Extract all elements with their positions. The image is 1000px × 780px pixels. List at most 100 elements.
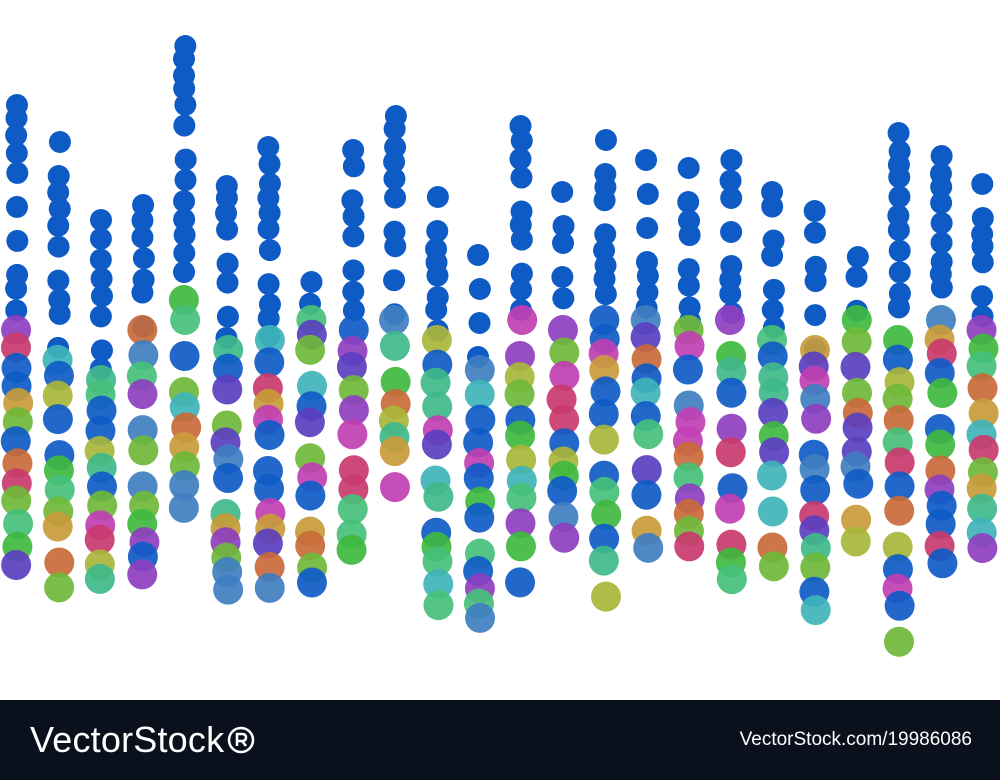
colored-dot [463, 462, 494, 493]
blue-dot [132, 194, 155, 216]
blue-dot [342, 280, 365, 303]
blue-dot [636, 264, 659, 287]
blue-dot [258, 239, 281, 262]
colored-dot [1, 485, 32, 516]
colored-dot [507, 305, 538, 335]
blue-dot [426, 264, 449, 287]
colored-dot [757, 341, 788, 372]
blue-dot [930, 145, 953, 167]
colored-dot [882, 531, 913, 562]
blue-dot [48, 131, 71, 153]
blue-dot [552, 231, 575, 254]
blue-dot [551, 181, 574, 203]
blue-dot [509, 147, 532, 170]
colored-dot [294, 407, 325, 438]
colored-dot [254, 572, 285, 603]
colored-dot [421, 325, 452, 355]
blue-dot [342, 139, 365, 161]
blue-dot [762, 278, 785, 301]
colored-dot [212, 374, 243, 405]
colored-dot [549, 337, 580, 368]
blue-dot [383, 150, 406, 173]
colored-dot [379, 472, 410, 503]
blue-dot [551, 265, 574, 288]
colored-dot [212, 353, 243, 384]
blue-dot [383, 167, 406, 190]
colored-dot [504, 379, 535, 410]
colored-dot [589, 523, 620, 554]
blue-dot [47, 181, 70, 204]
blue-dot [47, 214, 70, 237]
blue-dot [174, 169, 197, 192]
colored-dot [882, 344, 913, 375]
colored-dot [589, 355, 620, 386]
blue-dot [131, 281, 154, 304]
blue-dot [887, 296, 910, 319]
blue-dot [5, 107, 28, 130]
colored-dot [170, 304, 201, 335]
colored-dot [967, 373, 998, 404]
blue-dot [89, 209, 112, 231]
colored-dot [169, 470, 200, 501]
colored-dot [464, 379, 495, 410]
colored-dot [295, 480, 326, 511]
blue-dot [5, 124, 28, 147]
brand-logo[interactable]: VectorStock [30, 719, 256, 760]
colored-dot [673, 441, 704, 472]
colored-dot [549, 404, 580, 435]
blue-dot [174, 93, 197, 116]
colored-dot [715, 437, 746, 468]
blue-dot [258, 202, 281, 225]
image-id-label: VectorStock.com/19986086 [739, 729, 972, 750]
colored-dot [800, 474, 831, 505]
blue-dot [216, 252, 239, 275]
colored-dot [547, 476, 578, 507]
blue-dot [173, 114, 196, 137]
blue-dot [678, 224, 701, 247]
blue-dot [594, 283, 617, 306]
blue-dot [90, 267, 113, 290]
colored-dot [168, 492, 199, 523]
colored-dot [252, 528, 283, 559]
stock-footer-banner: VectorStock VectorStock.com/19986086 [0, 700, 1000, 780]
blue-dot [173, 261, 196, 284]
blue-dot [257, 273, 280, 296]
colored-dot [423, 569, 454, 600]
blue-dot [342, 299, 365, 322]
blue-dot [845, 265, 868, 288]
colored-dot [927, 378, 958, 409]
blue-dot [804, 304, 827, 327]
blue-dot [48, 197, 71, 220]
blue-dot [510, 166, 533, 189]
blue-dot [468, 278, 491, 300]
blue-dot [47, 235, 70, 258]
colored-dot [379, 305, 410, 335]
colored-dot [633, 532, 664, 563]
blue-dot [761, 298, 784, 321]
blue-dot [342, 225, 365, 248]
colored-dot [714, 305, 745, 335]
blue-dot [887, 219, 910, 242]
blue-dot [174, 148, 197, 171]
blue-dot [90, 339, 113, 362]
colored-dot [631, 455, 662, 486]
colored-dot [84, 563, 115, 594]
colored-dot [338, 395, 369, 426]
colored-dot [884, 447, 915, 478]
blue-dot [173, 224, 196, 247]
blue-dot [677, 157, 700, 179]
blue-dot [720, 149, 743, 171]
colored-dot [631, 479, 662, 510]
colored-dot [254, 473, 285, 504]
blue-dot [342, 155, 365, 178]
blue-dot [888, 239, 911, 262]
blue-dot [510, 278, 533, 301]
blue-dot [173, 190, 196, 213]
colored-dot [882, 383, 913, 414]
blue-dot [930, 175, 953, 198]
blue-dot [888, 185, 911, 208]
colored-dot [254, 419, 285, 450]
colored-dot [925, 429, 956, 460]
blue-dot [6, 229, 29, 252]
blue-dot [215, 202, 238, 225]
